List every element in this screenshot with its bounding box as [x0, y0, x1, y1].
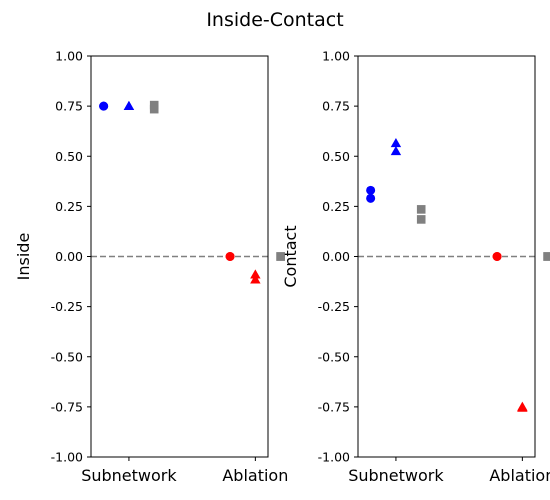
y-tick-label: 0.25	[55, 199, 83, 214]
y-axis-label: Inside	[14, 233, 33, 281]
y-tick-label: 0.75	[322, 99, 350, 114]
data-point-circle	[493, 252, 502, 261]
y-tick-label: -1.00	[51, 450, 83, 465]
y-tick-label: 0.50	[322, 149, 350, 164]
y-tick-label: -0.25	[51, 299, 83, 314]
y-tick-label: 1.00	[322, 49, 350, 64]
y-tick-label: 0.25	[322, 199, 350, 214]
y-tick-label: 0.50	[55, 149, 83, 164]
data-point-square	[543, 252, 550, 261]
x-tick-label: Subnetwork	[81, 466, 177, 485]
y-tick-label: 0.75	[55, 99, 83, 114]
data-point-circle	[366, 194, 375, 203]
y-tick-label: 0.00	[55, 249, 83, 264]
figure-title: Inside-Contact	[206, 9, 343, 31]
data-point-circle	[99, 102, 108, 111]
y-axis-label: Contact	[281, 225, 300, 287]
data-point-square	[417, 215, 426, 224]
x-tick-label: Ablation	[489, 466, 550, 485]
y-tick-label: -1.00	[318, 450, 350, 465]
y-tick-label: -0.50	[51, 349, 83, 364]
y-tick-label: -0.75	[51, 399, 83, 414]
data-point-circle	[366, 186, 375, 195]
y-tick-label: -0.25	[318, 299, 350, 314]
y-tick-label: 0.00	[322, 249, 350, 264]
y-tick-label: -0.50	[318, 349, 350, 364]
data-point-circle	[226, 252, 235, 261]
x-tick-label: Ablation	[222, 466, 288, 485]
y-tick-label: -0.75	[318, 399, 350, 414]
x-tick-label: Subnetwork	[348, 466, 444, 485]
y-tick-label: 1.00	[55, 49, 83, 64]
data-point-square	[150, 105, 159, 114]
data-point-square	[417, 205, 426, 214]
